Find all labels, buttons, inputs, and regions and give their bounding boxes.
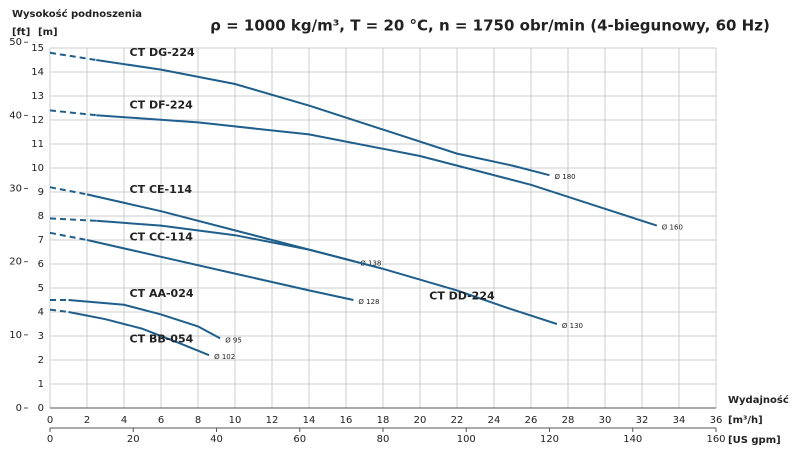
- x-tick-label: 4: [121, 415, 127, 426]
- x-tick-label: 2: [84, 415, 90, 426]
- y-unit: [m]: [38, 27, 58, 38]
- y2-tick-label: 30: [9, 184, 22, 195]
- curve: [96, 114, 658, 227]
- curve: [49, 51, 97, 61]
- y2-tick-label: 20: [9, 257, 22, 268]
- y-tick-label: 10: [31, 163, 44, 174]
- curve: [49, 217, 97, 222]
- x2-tick-label: 60: [293, 434, 306, 445]
- curve: [86, 239, 354, 301]
- curve: [96, 59, 550, 177]
- curve: [96, 219, 558, 325]
- end-label: Ø 180: [555, 173, 576, 181]
- chart-title: ρ = 1000 kg/m³, T = 20 °C, n = 1750 obr/…: [210, 17, 770, 35]
- series-label: CT AA-024: [130, 287, 194, 300]
- curve: [68, 299, 221, 340]
- x-label: Wydajność: [728, 394, 789, 406]
- y-tick-label: 15: [31, 43, 44, 54]
- x-tick-label: 36: [710, 415, 723, 426]
- curve: [49, 186, 88, 196]
- x-tick-label: 14: [303, 415, 316, 426]
- y-tick-label: 4: [38, 307, 44, 318]
- x-tick-label: 32: [636, 415, 649, 426]
- x2-tick-label: 100: [457, 434, 476, 445]
- y-tick-label: 14: [31, 67, 44, 78]
- series-label: CT DF-224: [130, 99, 194, 112]
- end-label: Ø 95: [225, 336, 242, 344]
- x-tick-label: 10: [229, 415, 242, 426]
- x-tick-label: 6: [158, 415, 164, 426]
- end-label: Ø 102: [214, 353, 235, 361]
- x-tick-label: 30: [599, 415, 612, 426]
- y-tick-label: 3: [38, 331, 44, 342]
- x-tick-label: 18: [377, 415, 390, 426]
- end-label: Ø 138: [360, 260, 381, 268]
- x-tick-label: 22: [451, 415, 464, 426]
- y-label: Wysokość podnoszenia: [12, 8, 142, 20]
- y-tick-label: 1: [38, 379, 44, 390]
- x-tick-label: 0: [47, 415, 53, 426]
- x2-tick-label: 80: [377, 434, 390, 445]
- x-tick-label: 24: [488, 415, 501, 426]
- x2-tick-label: 0: [47, 434, 53, 445]
- y-tick-label: 9: [38, 187, 44, 198]
- x-tick-label: 28: [562, 415, 575, 426]
- x-tick-label: 34: [673, 415, 686, 426]
- y2-tick-label: 0: [16, 403, 22, 414]
- x-tick-label: 26: [525, 415, 538, 426]
- y-tick-label: 8: [38, 211, 44, 222]
- curve: [49, 308, 69, 313]
- end-label: Ø 128: [358, 298, 379, 306]
- y-tick-label: 7: [38, 235, 44, 246]
- end-label: Ø 130: [562, 322, 583, 330]
- x-unit: [m³/h]: [728, 415, 763, 426]
- x2-tick-label: 140: [623, 434, 642, 445]
- y-tick-label: 5: [38, 283, 44, 294]
- x2-tick-label: 120: [540, 434, 559, 445]
- series-label: CT DD-224: [429, 289, 495, 302]
- x-tick-label: 12: [266, 415, 279, 426]
- curve: [49, 109, 97, 117]
- curve: [49, 231, 88, 241]
- y-tick-label: 0: [38, 403, 44, 414]
- y-tick-label: 2: [38, 355, 44, 366]
- y-tick-label: 12: [31, 115, 44, 126]
- y-tick-label: 11: [31, 139, 44, 150]
- y-tick-label: 6: [38, 259, 44, 270]
- y2-unit: [ft]: [12, 27, 30, 38]
- x2-tick-label: 160: [706, 434, 725, 445]
- series-label: CT CE-114: [130, 183, 193, 196]
- curve: [68, 311, 210, 357]
- end-label: Ø 160: [662, 224, 683, 232]
- x2-tick-label: 20: [127, 434, 140, 445]
- x-tick-label: 16: [340, 415, 353, 426]
- series-label: CT CC-114: [130, 231, 194, 244]
- y2-tick-label: 40: [9, 110, 22, 121]
- y2-tick-label: 50: [9, 37, 22, 48]
- series-label: CT BB-054: [130, 332, 194, 345]
- series-label: CT DG-224: [130, 46, 195, 59]
- x-tick-label: 8: [195, 415, 201, 426]
- y2-tick-label: 10: [9, 330, 22, 341]
- y-tick-label: 13: [31, 91, 44, 102]
- x-tick-label: 20: [414, 415, 427, 426]
- x2-tick-label: 40: [210, 434, 223, 445]
- x2-unit: [US gpm]: [728, 435, 781, 446]
